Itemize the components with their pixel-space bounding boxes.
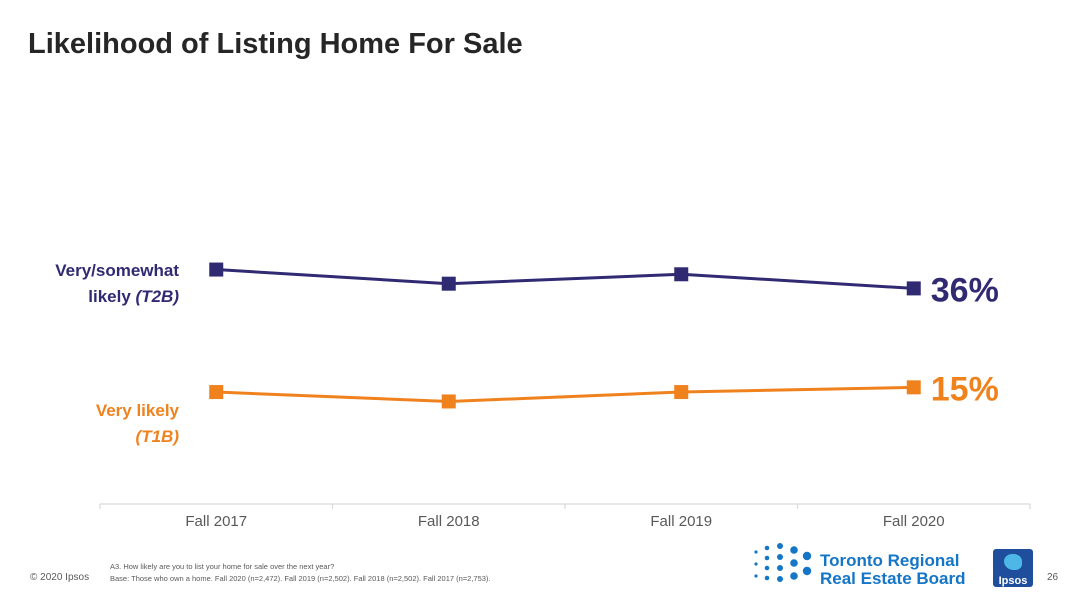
data-point-t2b <box>441 276 456 291</box>
trreb-name-line1: Toronto Regional <box>820 551 960 570</box>
data-label-t1b: 15% <box>931 370 999 408</box>
footnote-base: Base: Those who own a home. Fall 2020 (n… <box>110 574 491 583</box>
page-title: Likelihood of Listing Home For Sale <box>28 28 523 60</box>
series-label-t2b-line1: Very/somewhat <box>55 261 179 280</box>
series-layer: 36% 15% <box>209 262 999 409</box>
copyright-text: © 2020 Ipsos <box>30 572 90 583</box>
x-axis-ticks: Fall 2017 Fall 2018 Fall 2019 Fall 2020 <box>99 504 1031 530</box>
series-label-t1b-line1: Very likely <box>95 401 179 420</box>
x-tick-label: Fall 2020 <box>883 513 945 530</box>
x-tick-label: Fall 2018 <box>418 513 480 530</box>
data-point-t2b <box>674 267 689 282</box>
series-label-t2b-code: (T2B) <box>135 287 179 306</box>
trreb-name: Toronto Regional Real Estate Board <box>820 552 966 588</box>
footnote-question: A3. How likely are you to list your home… <box>110 562 335 571</box>
line-chart: Fall 2017 Fall 2018 Fall 2019 Fall 2020 36%… <box>99 262 1031 530</box>
series-label-t2b-line2: likely (T2B) <box>55 284 179 310</box>
data-point-t2b <box>209 262 224 277</box>
series-label-t1b: Very likely (T1B) <box>96 398 179 450</box>
data-point-t2b <box>906 281 921 296</box>
trreb-name-line2: Real Estate Board <box>820 569 966 588</box>
data-label-t2b: 36% <box>931 271 999 309</box>
data-point-t1b <box>209 385 224 400</box>
page-number: 26 <box>1047 572 1059 583</box>
trreb-logo: Toronto Regional Real Estate Board <box>752 542 982 588</box>
footnote: A3. How likely are you to list your home… <box>110 561 491 585</box>
series-label-t2b-likely: likely <box>88 287 131 306</box>
series-line-t1b <box>216 385 914 403</box>
ipsos-logo-mark-icon <box>1004 554 1022 570</box>
series-label-t2b: Very/somewhat likely (T2B) <box>55 258 179 310</box>
series-label-t1b-code: (T1B) <box>135 427 179 446</box>
x-tick-label: Fall 2017 <box>185 513 247 530</box>
ipsos-logo-text: Ipsos <box>998 575 1028 587</box>
x-tick-label: Fall 2019 <box>650 513 712 530</box>
ipsos-logo: Ipsos <box>993 549 1033 587</box>
data-point-t1b <box>674 385 689 400</box>
data-point-t1b <box>906 380 921 395</box>
trreb-dots-icon <box>754 543 812 582</box>
data-point-t1b <box>441 394 456 409</box>
series-line-t2b <box>216 268 914 290</box>
